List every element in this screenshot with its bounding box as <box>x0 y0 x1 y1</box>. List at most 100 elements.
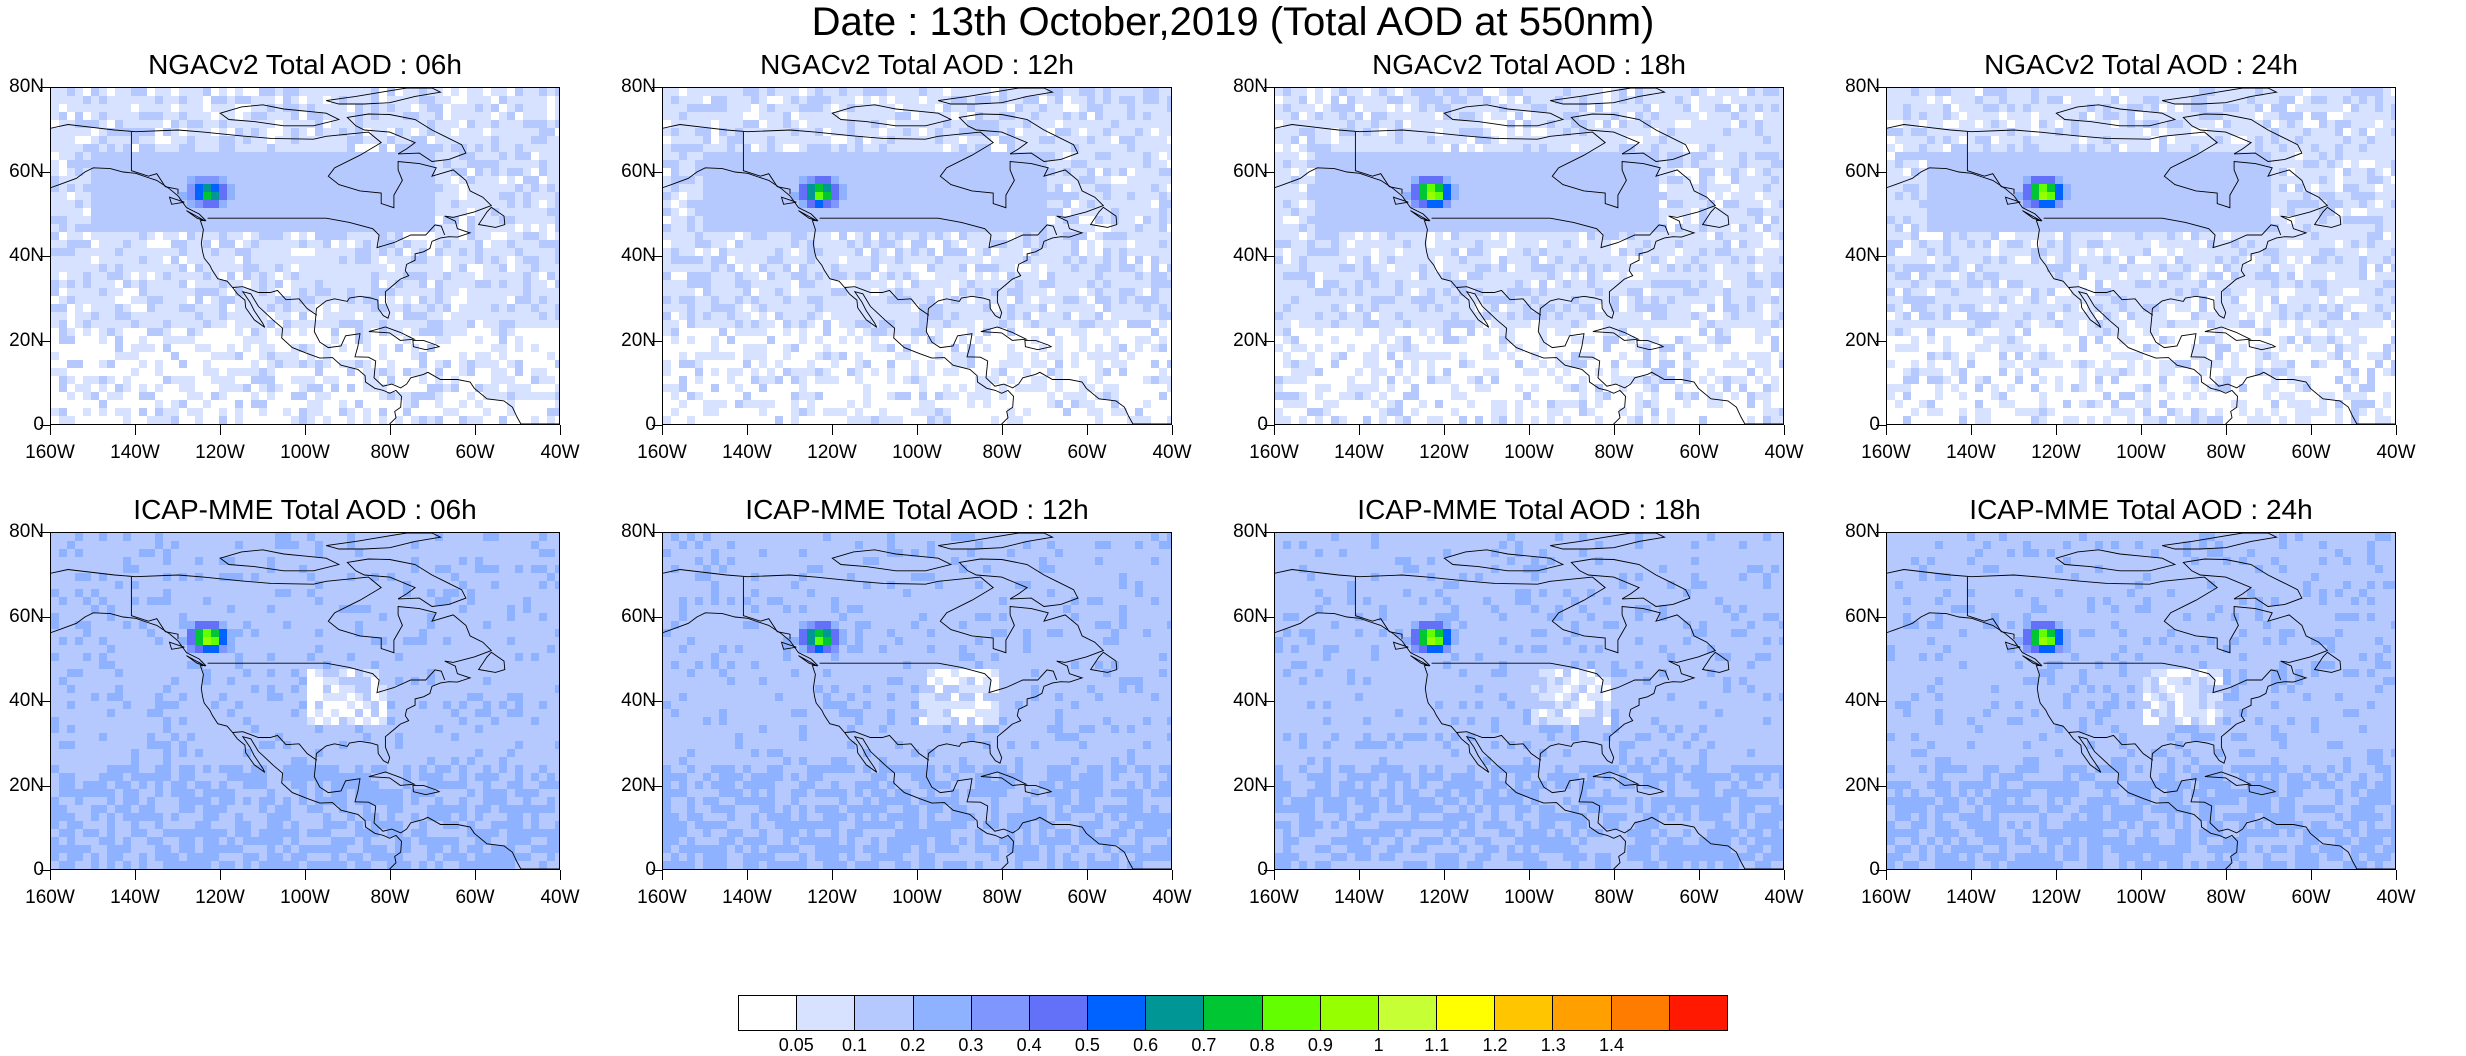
aod-cell <box>799 296 807 304</box>
aod-cell <box>1095 216 1103 224</box>
aod-cell <box>1071 240 1079 248</box>
aod-cell <box>419 168 427 176</box>
aod-cell <box>831 208 839 216</box>
aod-cell <box>331 264 339 272</box>
aod-cell <box>863 224 871 232</box>
aod-cell <box>291 216 299 224</box>
aod-cell <box>147 264 155 272</box>
aod-cell <box>1291 120 1299 128</box>
aod-cell <box>1715 96 1723 104</box>
aod-cell <box>419 264 427 272</box>
aod-cell <box>499 352 507 360</box>
aod-cell <box>1015 216 1023 224</box>
aod-cell <box>983 232 991 240</box>
aod-cell <box>1731 136 1739 144</box>
aod-cell <box>1127 200 1135 208</box>
aod-cell <box>323 280 331 288</box>
aod-cell <box>855 144 863 152</box>
aod-cell <box>791 152 799 160</box>
aod-cell <box>547 248 555 256</box>
aod-cell <box>1715 112 1723 120</box>
aod-cell <box>735 200 743 208</box>
aod-cell <box>1475 112 1483 120</box>
aod-cell <box>115 216 123 224</box>
aod-cell <box>743 200 751 208</box>
aod-cell <box>1055 208 1063 216</box>
aod-cell <box>539 128 547 136</box>
aod-cell <box>759 328 767 336</box>
aod-cell <box>235 384 243 392</box>
aod-cell <box>179 136 187 144</box>
aod-cell <box>815 392 823 400</box>
aod-cell <box>695 224 703 232</box>
aod-cell <box>671 136 679 144</box>
aod-cell <box>307 304 315 312</box>
aod-cell <box>871 280 879 288</box>
aod-cell <box>759 224 767 232</box>
aod-cell <box>847 200 855 208</box>
aod-cell <box>475 88 483 96</box>
aod-cell <box>179 296 187 304</box>
aod-cell <box>235 400 243 408</box>
aod-cell <box>107 168 115 176</box>
aod-cell <box>195 112 203 120</box>
aod-cell <box>539 312 547 320</box>
aod-cell <box>1475 160 1483 168</box>
aod-cell <box>1507 152 1515 160</box>
aod-cell <box>903 224 911 232</box>
aod-cell <box>1563 152 1571 160</box>
aod-cell <box>331 280 339 288</box>
aod-cell <box>307 208 315 216</box>
aod-cell <box>695 392 703 400</box>
aod-cell <box>267 96 275 104</box>
aod-cell <box>435 296 443 304</box>
aod-cell <box>1379 96 1387 104</box>
aod-cell <box>895 200 903 208</box>
aod-cell <box>791 200 799 208</box>
aod-cell <box>1007 160 1015 168</box>
aod-cell <box>75 264 83 272</box>
aod-cell <box>967 128 975 136</box>
aod-cell <box>975 240 983 248</box>
aod-cell <box>459 400 467 408</box>
aod-cell <box>847 416 855 424</box>
aod-cell <box>1339 88 1347 96</box>
aod-cell <box>243 320 251 328</box>
aod-cell <box>243 208 251 216</box>
aod-cell <box>187 384 195 392</box>
aod-cell <box>147 208 155 216</box>
aod-cell <box>983 120 991 128</box>
aod-cell <box>719 176 727 184</box>
aod-cell <box>1015 360 1023 368</box>
aod-cell <box>267 216 275 224</box>
aod-cell <box>727 104 735 112</box>
aod-cell <box>171 272 179 280</box>
aod-cell <box>847 240 855 248</box>
aod-cell <box>283 168 291 176</box>
aod-cell <box>339 168 347 176</box>
aod-cell <box>307 264 315 272</box>
aod-cell <box>147 160 155 168</box>
aod-cell <box>219 376 227 384</box>
aod-cell <box>211 264 219 272</box>
aod-cell <box>467 184 475 192</box>
aod-cell <box>387 200 395 208</box>
aod-cell <box>67 96 75 104</box>
aod-cell <box>1039 184 1047 192</box>
aod-cell <box>179 104 187 112</box>
aod-cell <box>195 344 203 352</box>
aod-cell <box>1443 120 1451 128</box>
aod-cell <box>1007 416 1015 424</box>
aod-cell <box>871 176 879 184</box>
aod-cell <box>355 136 363 144</box>
aod-cell <box>1063 224 1071 232</box>
aod-cell <box>75 360 83 368</box>
aod-cell <box>671 256 679 264</box>
aod-cell <box>1315 96 1323 104</box>
aod-cell <box>315 256 323 264</box>
aod-cell <box>1119 104 1127 112</box>
aod-cell <box>751 352 759 360</box>
aod-cell <box>903 256 911 264</box>
aod-cell <box>1055 184 1063 192</box>
aod-cell <box>1531 152 1539 160</box>
